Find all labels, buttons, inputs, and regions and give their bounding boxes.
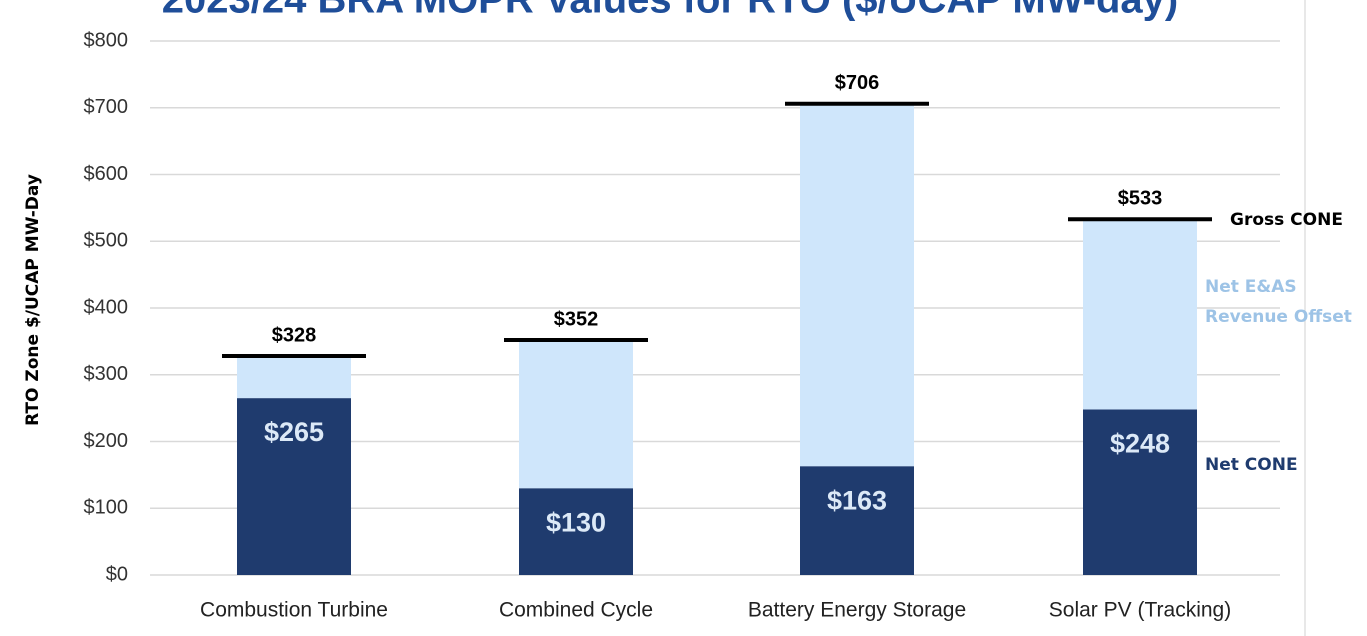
bar-segment	[1083, 219, 1197, 410]
bar-segment	[519, 488, 633, 575]
x-tick-label: Combined Cycle	[499, 599, 653, 622]
legend-net: Net CONE	[1205, 455, 1298, 475]
x-tick-label: Solar PV (Tracking)	[1049, 599, 1231, 622]
bar-segment	[519, 340, 633, 489]
x-tick-label: Combustion Turbine	[200, 599, 388, 622]
bar-segment	[237, 398, 351, 575]
value-label: $328	[272, 324, 317, 346]
value-label: $130	[546, 507, 606, 537]
value-label: $352	[554, 308, 599, 330]
y-tick-label: $0	[106, 563, 128, 585]
value-label: $265	[264, 417, 324, 447]
x-tick-label: Battery Energy Storage	[748, 599, 966, 622]
y-tick-label: $400	[84, 296, 129, 318]
chart-title: 2023/24 BRA MOPR Values for RTO ($/UCAP …	[162, 0, 1178, 22]
value-label: $248	[1110, 429, 1170, 459]
bar-segment	[237, 356, 351, 399]
y-axis-label: RTO Zone $/UCAP MW-Day	[23, 174, 43, 426]
y-tick-label: $600	[84, 163, 129, 185]
bar-segment	[800, 466, 914, 575]
legend-gross: Gross CONE	[1230, 210, 1343, 230]
y-tick-label: $300	[84, 363, 129, 385]
y-tick-label: $500	[84, 230, 129, 252]
y-tick-label: $100	[84, 497, 129, 519]
bar-segment	[800, 103, 914, 467]
bar-segment	[1083, 409, 1197, 575]
value-label: $533	[1118, 188, 1163, 210]
value-label: $706	[835, 72, 880, 94]
value-label: $163	[827, 485, 887, 515]
y-tick-label: $700	[84, 96, 129, 118]
y-tick-label: $800	[84, 29, 129, 51]
legend-offset: Net E&AS Revenue Offset	[1205, 277, 1352, 327]
y-tick-label: $200	[84, 430, 129, 452]
